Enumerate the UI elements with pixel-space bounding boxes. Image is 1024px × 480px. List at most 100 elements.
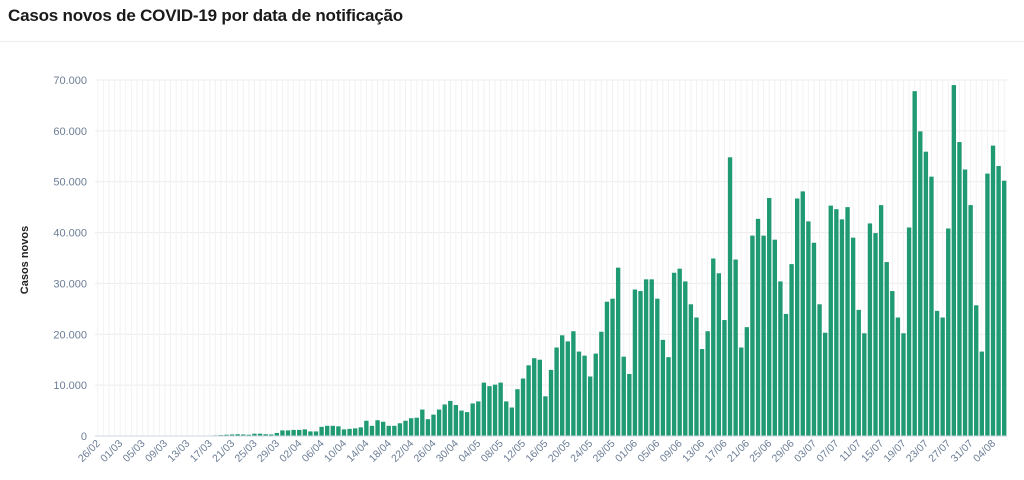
- bar: [918, 131, 923, 436]
- bar: [380, 421, 386, 436]
- bar: [352, 428, 358, 436]
- bar: [739, 347, 744, 436]
- bar: [671, 272, 677, 436]
- bar: [901, 333, 906, 436]
- bar: [778, 281, 783, 436]
- x-axis-ticks: 26/0201/0305/0309/0313/0317/0321/0325/03…: [76, 438, 998, 465]
- y-tick-label: 70.000: [53, 75, 87, 87]
- x-tick-label: 23/07: [904, 438, 931, 465]
- x-tick-label: 06/04: [300, 438, 327, 465]
- bar: [767, 197, 772, 436]
- x-tick-label: 29/06: [770, 438, 797, 465]
- bar: [968, 205, 973, 436]
- x-tick-label: 19/07: [882, 438, 909, 465]
- bar: [481, 382, 487, 436]
- bar: [274, 432, 280, 436]
- bar: [705, 331, 710, 436]
- bar: [795, 198, 800, 436]
- y-axis-ticks: 0 10.000 20.000 30.000 40.000 50.000 60.000 70.…: [53, 75, 87, 443]
- bar: [873, 233, 878, 436]
- y-tick-label: 10.000: [53, 380, 87, 392]
- y-tick-label: 50.000: [53, 177, 87, 189]
- x-tick-label: 21/06: [725, 438, 752, 465]
- bar: [733, 259, 738, 436]
- bar: [856, 309, 861, 436]
- bar: [375, 420, 380, 436]
- x-tick-label: 26/04: [412, 438, 439, 465]
- bar: [291, 429, 296, 436]
- x-tick-label: 11/07: [837, 438, 864, 465]
- x-tick-label: 22/04: [389, 438, 416, 465]
- bar: [526, 365, 531, 436]
- bar: [330, 425, 335, 436]
- bar: [582, 355, 587, 436]
- bar: [610, 298, 615, 436]
- bar: [615, 267, 621, 436]
- bar: [974, 305, 979, 436]
- bar: [677, 268, 682, 436]
- y-tick-label: 60.000: [53, 126, 87, 138]
- bar: [643, 279, 649, 436]
- bar: [811, 242, 817, 436]
- bar: [890, 291, 895, 436]
- x-tick-label: 08/05: [479, 438, 506, 465]
- x-tick-label: 05/03: [121, 438, 148, 465]
- bar: [453, 404, 459, 436]
- bar: [548, 369, 554, 436]
- bar: [459, 410, 464, 436]
- bar: [604, 301, 610, 436]
- bar: [257, 433, 263, 436]
- bar: [929, 176, 934, 436]
- x-tick-label: 25/03: [233, 438, 260, 465]
- bar: [448, 400, 453, 436]
- bar: [297, 429, 302, 436]
- bar: [246, 434, 252, 436]
- bar: [302, 429, 307, 436]
- bar: [229, 434, 235, 436]
- y-axis-label: Casos novos: [19, 226, 31, 294]
- bar: [632, 289, 638, 436]
- x-tick-label: 10/04: [322, 438, 349, 465]
- bar: [431, 414, 436, 436]
- bar: [711, 258, 716, 436]
- bar: [750, 235, 755, 436]
- x-tick-label: 04/05: [456, 438, 483, 465]
- bar: [1002, 180, 1007, 436]
- bar: [862, 333, 867, 436]
- bar: [817, 304, 822, 436]
- x-tick-label: 04/08: [971, 438, 998, 465]
- x-tick-label: 25/06: [747, 438, 774, 465]
- bar: [252, 433, 257, 436]
- bar: [985, 173, 990, 436]
- bar: [285, 430, 291, 436]
- bar: [347, 428, 352, 436]
- bar: [755, 218, 761, 436]
- bar: [727, 157, 733, 436]
- bar: [934, 310, 940, 436]
- bar: [269, 434, 274, 436]
- bar: [476, 401, 481, 436]
- bar: [487, 386, 492, 436]
- x-tick-label: 17/06: [703, 438, 730, 465]
- x-tick-label: 13/06: [680, 438, 707, 465]
- bar: [386, 425, 391, 436]
- bar: [403, 420, 408, 436]
- bar: [308, 431, 313, 436]
- x-tick-label: 28/05: [591, 438, 618, 465]
- bar: [649, 279, 654, 436]
- bar: [845, 207, 850, 436]
- bar: [504, 401, 509, 436]
- x-tick-label: 20/05: [546, 438, 573, 465]
- bar: [470, 403, 475, 436]
- bar: [498, 382, 503, 436]
- bar: [436, 409, 442, 436]
- bar: [537, 359, 542, 436]
- bar: [772, 239, 777, 436]
- x-tick-label: 27/07: [926, 438, 953, 465]
- bar: [638, 291, 643, 436]
- bar: [666, 357, 671, 436]
- bar: [962, 169, 968, 436]
- bar: [834, 209, 839, 436]
- bar: [364, 420, 369, 436]
- bar: [565, 341, 570, 436]
